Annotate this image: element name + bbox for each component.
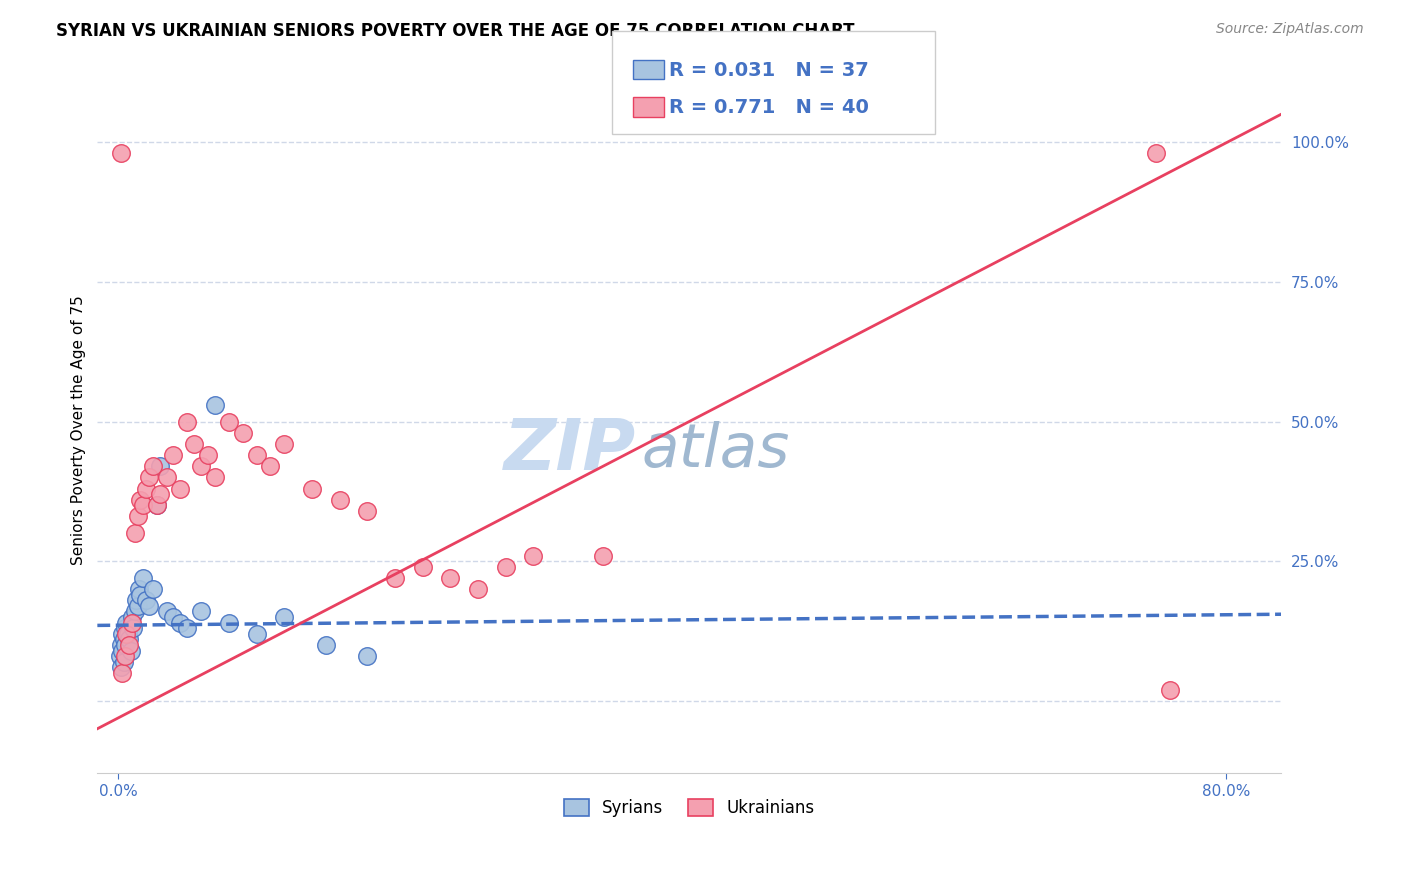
Point — [115, 615, 138, 630]
Point — [138, 470, 160, 484]
Point — [125, 593, 148, 607]
Text: SYRIAN VS UKRAINIAN SENIORS POVERTY OVER THE AGE OF 75 CORRELATION CHART: SYRIAN VS UKRAINIAN SENIORS POVERTY OVER… — [56, 22, 855, 40]
Point — [439, 571, 461, 585]
Point — [114, 621, 136, 635]
Point — [128, 582, 150, 596]
Point — [155, 470, 177, 484]
Text: R = 0.031   N = 37: R = 0.031 N = 37 — [669, 61, 869, 79]
Point — [117, 627, 139, 641]
Point — [114, 638, 136, 652]
Point — [522, 549, 544, 563]
Point — [112, 632, 135, 647]
Point — [190, 604, 212, 618]
Point — [162, 610, 184, 624]
Point — [259, 459, 281, 474]
Point — [110, 146, 132, 161]
Point — [245, 448, 267, 462]
Point — [142, 459, 165, 474]
Point — [146, 498, 169, 512]
Text: Source: ZipAtlas.com: Source: ZipAtlas.com — [1216, 22, 1364, 37]
Point — [135, 482, 157, 496]
Point — [356, 649, 378, 664]
Point — [412, 559, 434, 574]
Point — [169, 615, 191, 630]
Point — [115, 627, 138, 641]
Point — [110, 660, 132, 674]
Point — [592, 549, 614, 563]
Point — [384, 571, 406, 585]
Point — [118, 632, 141, 647]
Point — [111, 627, 134, 641]
Point — [132, 498, 155, 512]
Point — [356, 504, 378, 518]
Point — [329, 492, 352, 507]
Point — [127, 509, 149, 524]
Point — [146, 498, 169, 512]
Point — [122, 621, 145, 635]
Point — [218, 615, 240, 630]
Legend: Syrians, Ukrainians: Syrians, Ukrainians — [557, 792, 821, 823]
Point — [114, 649, 136, 664]
Point — [135, 593, 157, 607]
Point — [121, 610, 143, 624]
Point — [301, 482, 323, 496]
Point — [149, 487, 172, 501]
Point — [127, 599, 149, 613]
Point — [124, 604, 146, 618]
Point — [108, 649, 131, 664]
Point — [197, 448, 219, 462]
Text: ZIP: ZIP — [503, 416, 636, 485]
Point — [1159, 682, 1181, 697]
Point — [149, 459, 172, 474]
Point — [118, 638, 141, 652]
Point — [467, 582, 489, 596]
Point — [129, 492, 152, 507]
Text: atlas: atlas — [643, 421, 790, 480]
Point — [142, 582, 165, 596]
Point — [315, 638, 337, 652]
Point — [112, 655, 135, 669]
Point — [110, 638, 132, 652]
Point — [204, 470, 226, 484]
Point — [129, 588, 152, 602]
Point — [132, 571, 155, 585]
Point — [176, 621, 198, 635]
Point — [273, 437, 295, 451]
Point — [245, 627, 267, 641]
Y-axis label: Seniors Poverty Over the Age of 75: Seniors Poverty Over the Age of 75 — [72, 295, 86, 565]
Point — [204, 398, 226, 412]
Point — [190, 459, 212, 474]
Point — [120, 643, 142, 657]
Point — [111, 665, 134, 680]
Point — [273, 610, 295, 624]
Point — [218, 415, 240, 429]
Point — [155, 604, 177, 618]
Point — [495, 559, 517, 574]
Point — [232, 425, 254, 440]
Text: R = 0.771   N = 40: R = 0.771 N = 40 — [669, 98, 869, 117]
Point — [183, 437, 205, 451]
Point — [1146, 146, 1168, 161]
Point — [138, 599, 160, 613]
Point — [111, 643, 134, 657]
Point — [169, 482, 191, 496]
Point — [124, 526, 146, 541]
Point — [162, 448, 184, 462]
Point — [121, 615, 143, 630]
Point — [176, 415, 198, 429]
